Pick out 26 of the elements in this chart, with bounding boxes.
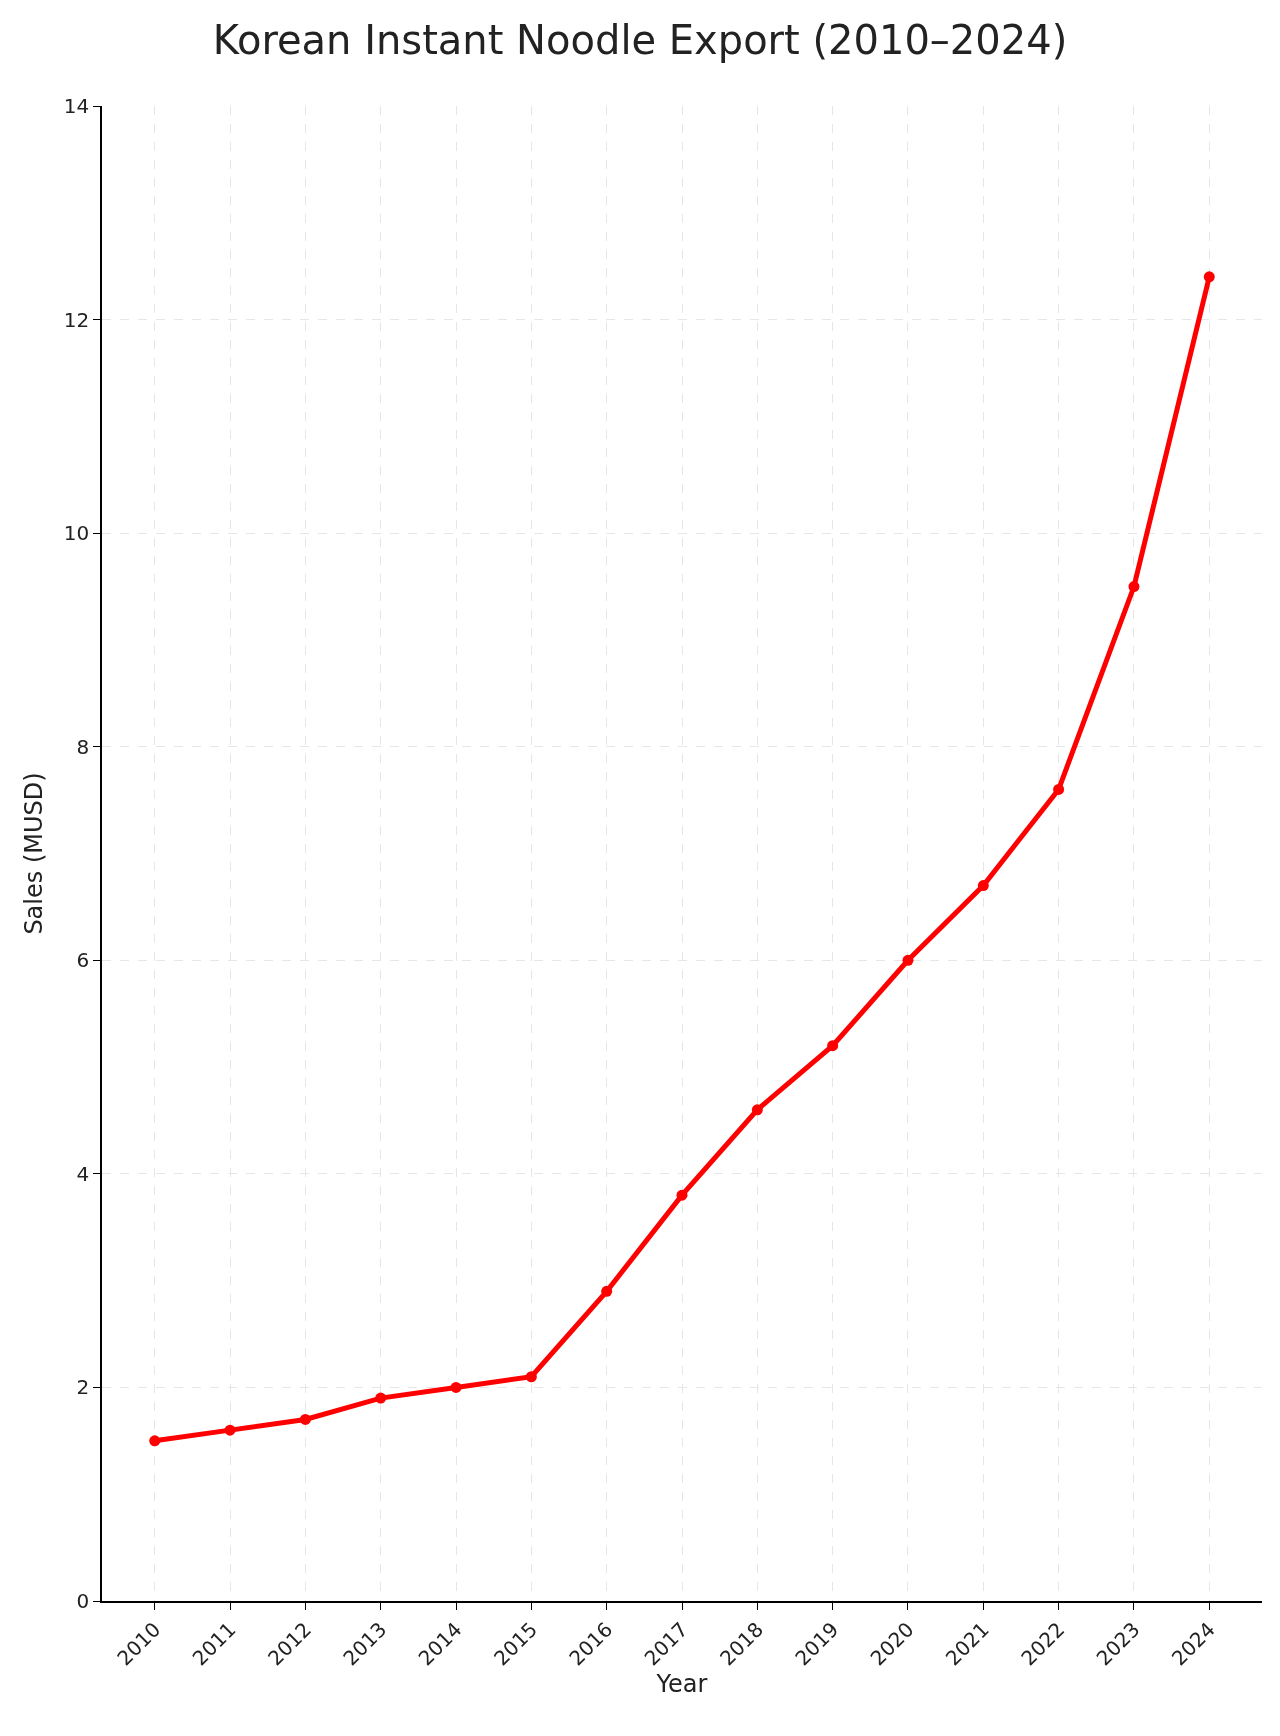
point — [902, 954, 914, 966]
point — [1053, 783, 1065, 795]
y-tick-label: 12 — [63, 307, 90, 332]
y-tick-label: 4 — [76, 1161, 90, 1186]
point — [676, 1189, 688, 1201]
point — [299, 1413, 311, 1425]
point — [751, 1104, 763, 1116]
point — [827, 1040, 839, 1052]
y-axis-title: Sales (MUSD) — [20, 772, 49, 935]
y-tick-label: 14 — [63, 94, 90, 118]
point — [224, 1424, 236, 1436]
y-tick-label: 10 — [63, 521, 90, 546]
point — [1128, 581, 1140, 593]
point — [525, 1371, 537, 1383]
y-tick-label: 6 — [76, 948, 90, 973]
point — [601, 1285, 613, 1297]
point — [977, 880, 989, 892]
point — [375, 1392, 387, 1404]
point — [1203, 271, 1215, 283]
y-tick-label: 8 — [76, 734, 90, 759]
y-tick-label: 2 — [76, 1375, 90, 1400]
point — [450, 1381, 462, 1393]
chart-title: Korean Instant Noodle Export (2010–2024) — [212, 17, 1068, 64]
point — [149, 1435, 161, 1447]
y-tick-label: 0 — [76, 1589, 90, 1613]
x-axis-title: Year — [655, 1670, 708, 1699]
